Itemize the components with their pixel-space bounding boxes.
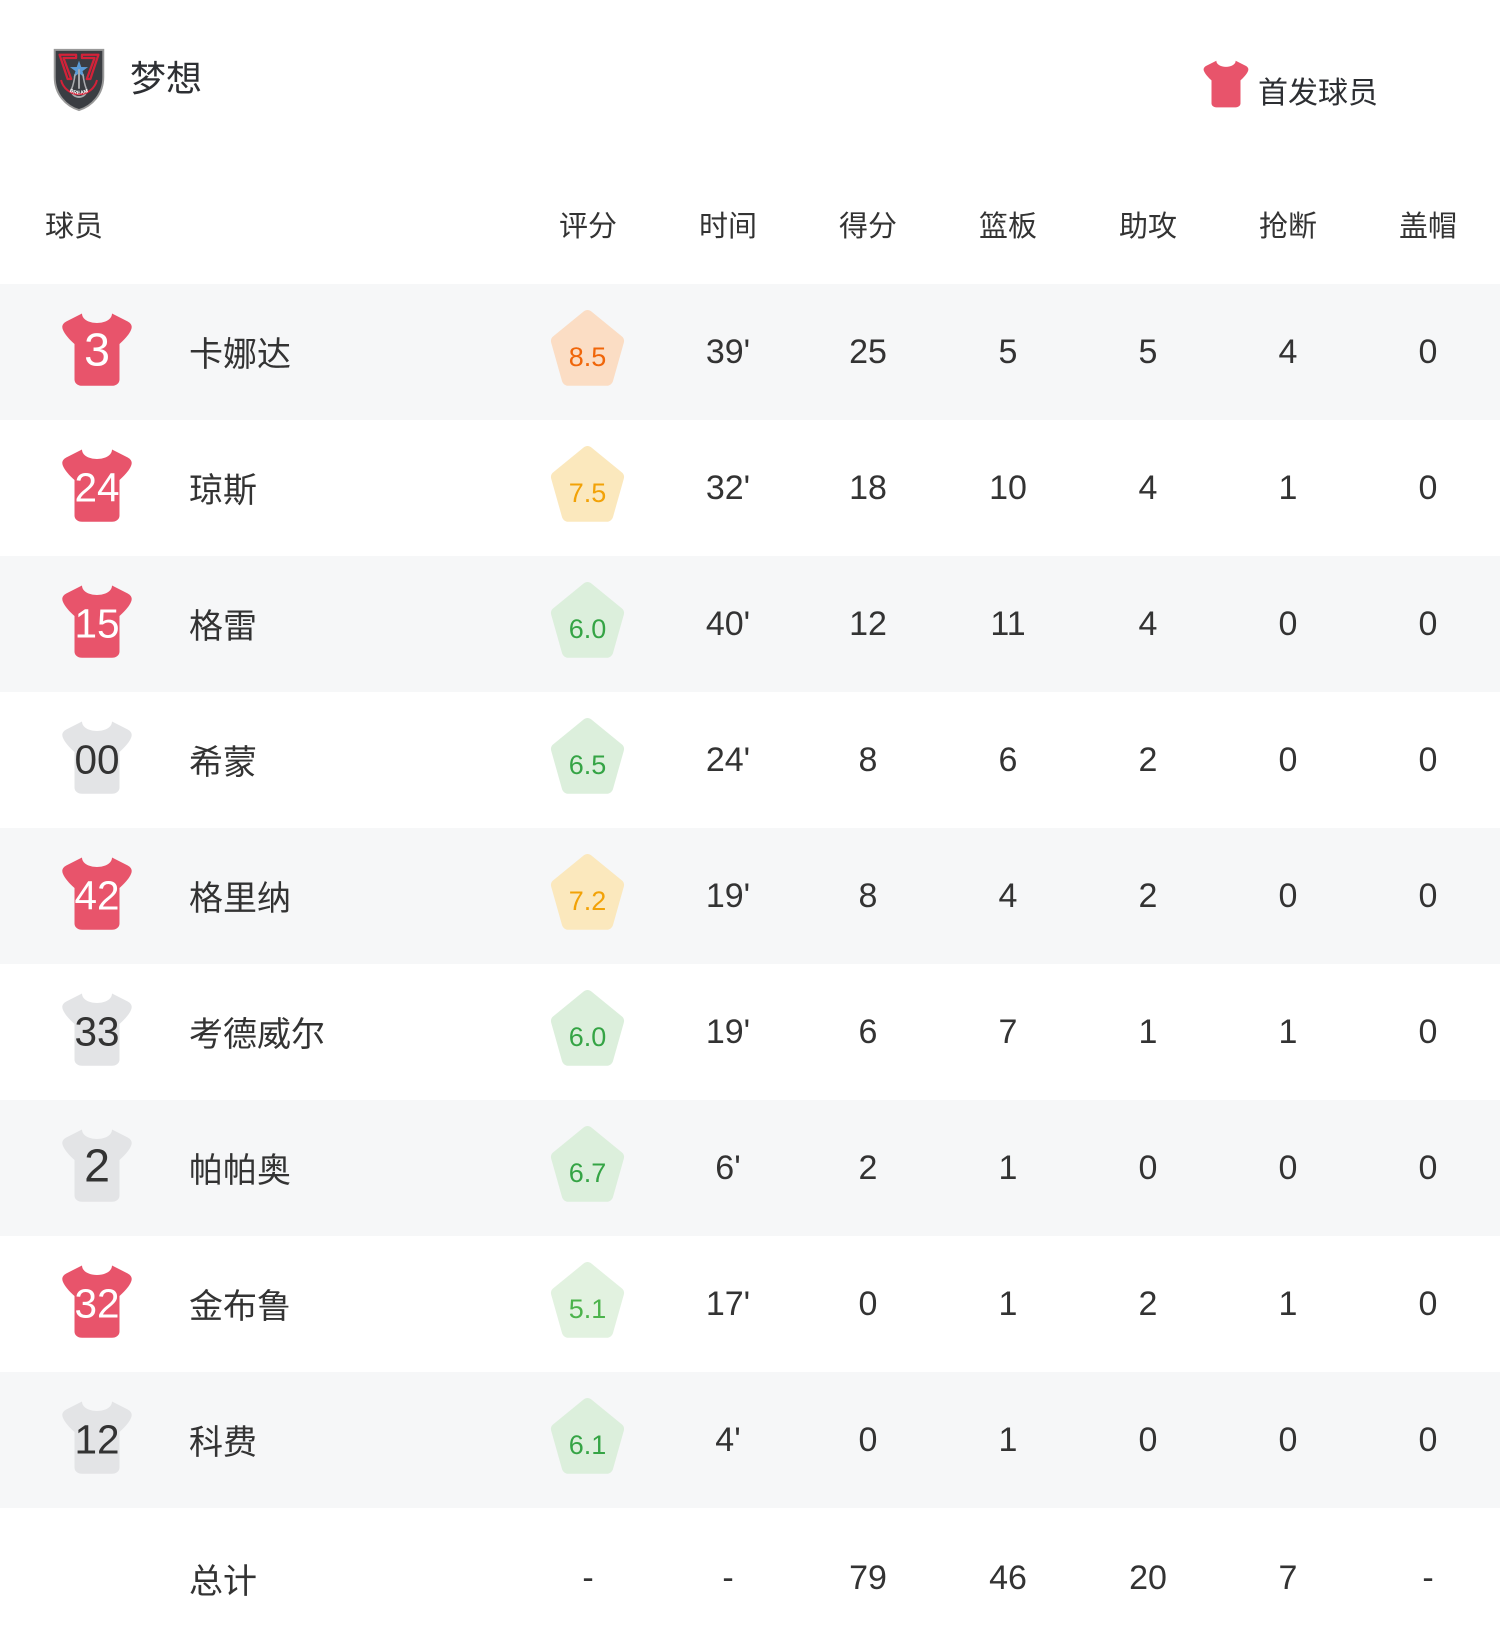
- svg-text:32: 32: [74, 1280, 119, 1326]
- svg-text:6.5: 6.5: [569, 750, 607, 780]
- svg-text:2: 2: [84, 1139, 110, 1191]
- svg-text:42: 42: [74, 872, 119, 918]
- svg-text:5.1: 5.1: [569, 1294, 607, 1324]
- svg-text:7.2: 7.2: [569, 886, 607, 916]
- svg-text:6.0: 6.0: [569, 1022, 607, 1052]
- svg-text:6.0: 6.0: [569, 614, 607, 644]
- svg-text:24: 24: [74, 464, 119, 510]
- svg-text:00: 00: [74, 736, 119, 782]
- svg-text:6.7: 6.7: [569, 1158, 607, 1188]
- svg-text:12: 12: [74, 1416, 119, 1462]
- svg-text:15: 15: [74, 600, 119, 646]
- svg-text:33: 33: [74, 1008, 119, 1054]
- svg-text:8.5: 8.5: [569, 342, 607, 372]
- svg-text:6.1: 6.1: [569, 1430, 607, 1460]
- svg-text:3: 3: [84, 323, 110, 375]
- svg-text:7.5: 7.5: [569, 478, 607, 508]
